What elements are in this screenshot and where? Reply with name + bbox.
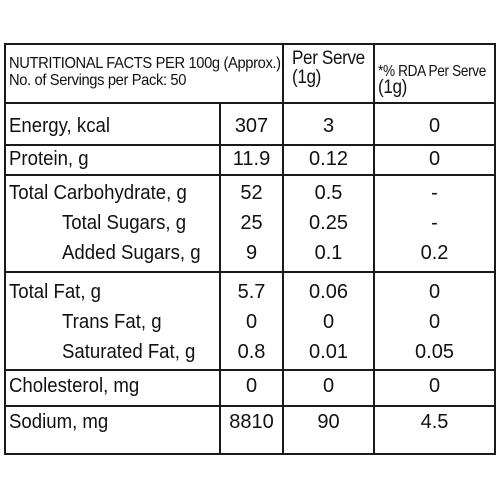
value-rda: 0.05 bbox=[415, 341, 454, 363]
value-rda: 0.2 bbox=[420, 242, 449, 264]
nutrient-label: Cholesterol, mg bbox=[9, 375, 140, 397]
value-per-serve: 0.01 bbox=[309, 341, 348, 363]
per-serve-header: Per Serve bbox=[292, 48, 365, 69]
value-rda: 0 bbox=[428, 115, 441, 137]
nutrient-label: Total Carbohydrate, g bbox=[9, 182, 187, 204]
row-divider bbox=[6, 144, 494, 146]
nutrition-facts-table: NUTRITIONAL FACTS PER 100g (Approx.) No.… bbox=[4, 43, 496, 455]
value-per-100g: 307 bbox=[234, 115, 269, 137]
nutrient-label: Total Fat, g bbox=[9, 281, 102, 303]
column-divider-label bbox=[219, 102, 221, 455]
group-divider bbox=[6, 369, 494, 371]
rda-header: *% RDA Per Serve bbox=[378, 63, 486, 80]
value-per-serve: 0.5 bbox=[314, 182, 343, 204]
nutrient-label: Saturated Fat, g bbox=[62, 341, 196, 363]
value-rda: 4.5 bbox=[420, 411, 449, 433]
value-per-100g: 0.8 bbox=[237, 341, 266, 363]
value-per-serve: 3 bbox=[322, 115, 335, 137]
row-divider bbox=[6, 174, 494, 176]
value-per-serve: 0.1 bbox=[314, 242, 343, 264]
nutrient-label: Added Sugars, g bbox=[62, 242, 201, 264]
value-rda: 0 bbox=[428, 311, 441, 333]
value-per-100g: 0 bbox=[245, 375, 258, 397]
rda-serve-size: (1g) bbox=[378, 77, 407, 98]
group-divider bbox=[6, 271, 494, 273]
value-per-serve: 0.25 bbox=[309, 212, 348, 234]
value-per-serve: 0.12 bbox=[309, 148, 348, 170]
value-per-serve: 90 bbox=[317, 411, 340, 433]
value-rda: 0 bbox=[428, 375, 441, 397]
value-per-100g: 25 bbox=[240, 212, 263, 234]
nutrient-label: Total Sugars, g bbox=[62, 212, 187, 234]
nutrient-label: Sodium, mg bbox=[9, 411, 109, 433]
value-rda: 0 bbox=[428, 148, 441, 170]
value-per-serve: 0 bbox=[322, 375, 335, 397]
nutrient-label: Trans Fat, g bbox=[62, 311, 162, 333]
value-per-100g: 0 bbox=[245, 311, 258, 333]
nutrient-label: Protein, g bbox=[9, 148, 89, 170]
header-divider bbox=[6, 102, 494, 104]
column-divider-serve bbox=[373, 45, 375, 455]
per-serve-size: (1g) bbox=[292, 67, 321, 88]
value-per-100g: 52 bbox=[240, 182, 263, 204]
value-rda: 0 bbox=[428, 281, 441, 303]
value-per-100g: 9 bbox=[245, 242, 258, 264]
value-per-serve: 0 bbox=[322, 311, 335, 333]
value-per-100g: 11.9 bbox=[232, 148, 271, 170]
row-divider bbox=[6, 405, 494, 407]
value-per-100g: 5.7 bbox=[237, 281, 266, 303]
value-per-serve: 0.06 bbox=[309, 281, 348, 303]
value-rda: - bbox=[431, 182, 438, 204]
column-divider-per100 bbox=[282, 45, 284, 455]
table-title: NUTRITIONAL FACTS PER 100g (Approx.) bbox=[9, 55, 281, 72]
servings-per-pack: No. of Servings per Pack: 50 bbox=[9, 72, 187, 89]
value-per-100g: 8810 bbox=[229, 411, 274, 433]
nutrient-label: Energy, kcal bbox=[9, 115, 110, 137]
value-rda: - bbox=[431, 212, 438, 234]
